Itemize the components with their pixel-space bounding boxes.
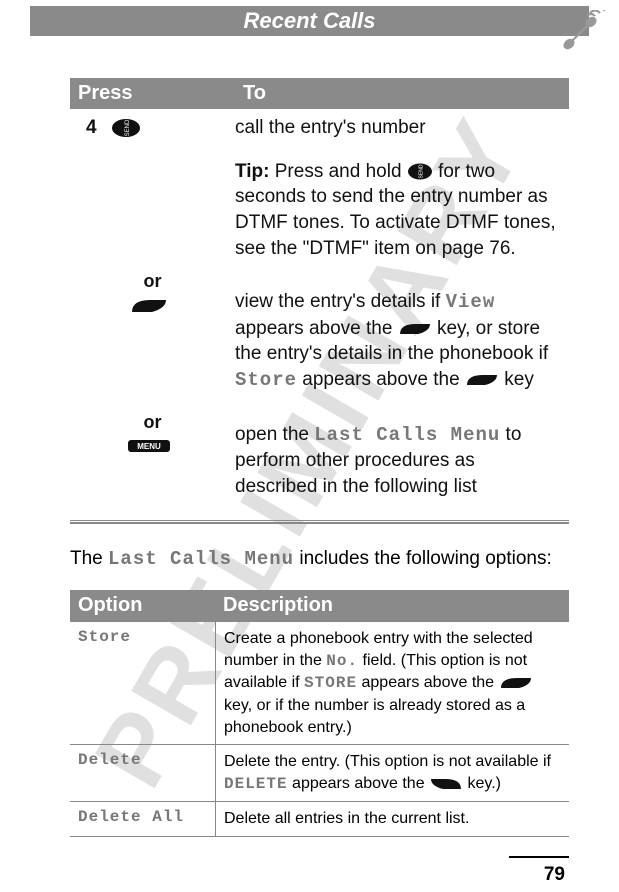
table-row: Delete Delete the entry. (This option is… [70, 744, 569, 801]
action-tip-block: Tip: Press and hold SEND for two seconds… [235, 159, 561, 262]
table1-press-cell: 4 SEND or or MENU [70, 113, 235, 510]
table2-header-option: Option [70, 590, 215, 621]
table1-bottom-rule [70, 520, 569, 524]
view-text-e: key [499, 369, 534, 390]
softkey-right-line [70, 294, 235, 318]
table1-header-to: To [235, 78, 569, 109]
option-delete: Delete [70, 745, 215, 801]
table1-body: 4 SEND or or MENU [70, 109, 569, 514]
store-desc-4: key, or if the number is already stored … [224, 697, 525, 736]
delete-caps-label: DELETE [224, 775, 288, 793]
no-field-label: No. [326, 652, 358, 670]
page-header-title: Recent Calls [243, 8, 375, 34]
table1-to-cell: call the entry's number Tip: Press and h… [235, 113, 569, 510]
or-label-1: or [70, 261, 235, 294]
table1-header-row: Press To [70, 78, 569, 109]
action-call-text: call the entry's number [235, 117, 426, 138]
option-store: Store [70, 622, 215, 744]
delete-desc-1: Delete the entry. (This option is not av… [224, 753, 551, 770]
view-text-a: view the entry's details if [235, 291, 446, 312]
softkey-right-icon-inline-3 [499, 676, 533, 690]
table-row: Delete All Delete all entries in the cur… [70, 801, 569, 837]
store-caps-label: STORE [304, 674, 357, 692]
softkey-right-icon [130, 298, 168, 314]
tip-text-a: Press and hold [269, 161, 406, 182]
menu-key-line: MENU [70, 435, 235, 457]
table2-header-row: Option Description [70, 590, 569, 621]
action-view-block: view the entry's details if View appears… [235, 289, 561, 394]
option-delete-all: Delete All [70, 802, 215, 836]
softkey-right-icon-inline-2 [465, 373, 499, 387]
action-menu-block: open the Last Calls Menu to perform othe… [235, 422, 561, 500]
option-delete-label: Delete [78, 751, 142, 769]
page-number-rule [509, 856, 569, 858]
option-delete-all-label: Delete All [78, 808, 184, 826]
page-number: 79 [544, 864, 565, 886]
option-delete-desc: Delete the entry. (This option is not av… [215, 745, 569, 801]
mid-menu-label: Last Calls Menu [108, 548, 294, 570]
phone-handset-icon [557, 10, 607, 65]
delete-desc-3: key.) [463, 775, 501, 792]
last-calls-menu-label: Last Calls Menu [314, 424, 500, 446]
mid-paragraph: The Last Calls Menu includes the followi… [70, 546, 569, 573]
action-call-entry: call the entry's number [235, 115, 561, 141]
store-label-inline: Store [235, 369, 297, 391]
mid-text-b: includes the following options: [294, 548, 552, 569]
option-store-label: Store [78, 628, 131, 646]
menu-key-icon: MENU [127, 439, 171, 453]
svg-text:MENU: MENU [137, 442, 161, 451]
table-row: Store Create a phonebook entry with the … [70, 621, 569, 744]
delete-all-desc: Delete all entries in the current list. [224, 810, 469, 827]
tip-label: Tip: [235, 161, 269, 182]
option-delete-all-desc: Delete all entries in the current list. [215, 802, 569, 836]
step-4-line: 4 SEND [70, 113, 235, 143]
option-store-desc: Create a phonebook entry with the select… [215, 622, 569, 744]
menu-text-a: open the [235, 424, 314, 445]
or-label-2: or [70, 402, 235, 435]
send-key-icon: SEND [111, 118, 141, 138]
send-key-icon-inline: SEND [407, 163, 433, 180]
svg-text:SEND: SEND [125, 119, 131, 136]
softkey-right-icon-inline-1 [398, 322, 432, 336]
table2-body: Store Create a phonebook entry with the … [70, 621, 569, 837]
softkey-left-icon-inline [429, 777, 463, 791]
view-text-b: appears above the [235, 318, 398, 339]
table1-header-press: Press [70, 78, 235, 109]
table2-header-description: Description [215, 590, 569, 621]
delete-desc-2: appears above the [288, 775, 429, 792]
svg-text:SEND: SEND [418, 164, 424, 178]
mid-text-a: The [70, 548, 108, 569]
step-number: 4 [86, 117, 97, 139]
store-desc-3: appears above the [357, 674, 498, 691]
page-header-bar: Recent Calls [30, 6, 589, 36]
view-text-d: appears above the [297, 369, 465, 390]
view-label: View [446, 291, 496, 313]
